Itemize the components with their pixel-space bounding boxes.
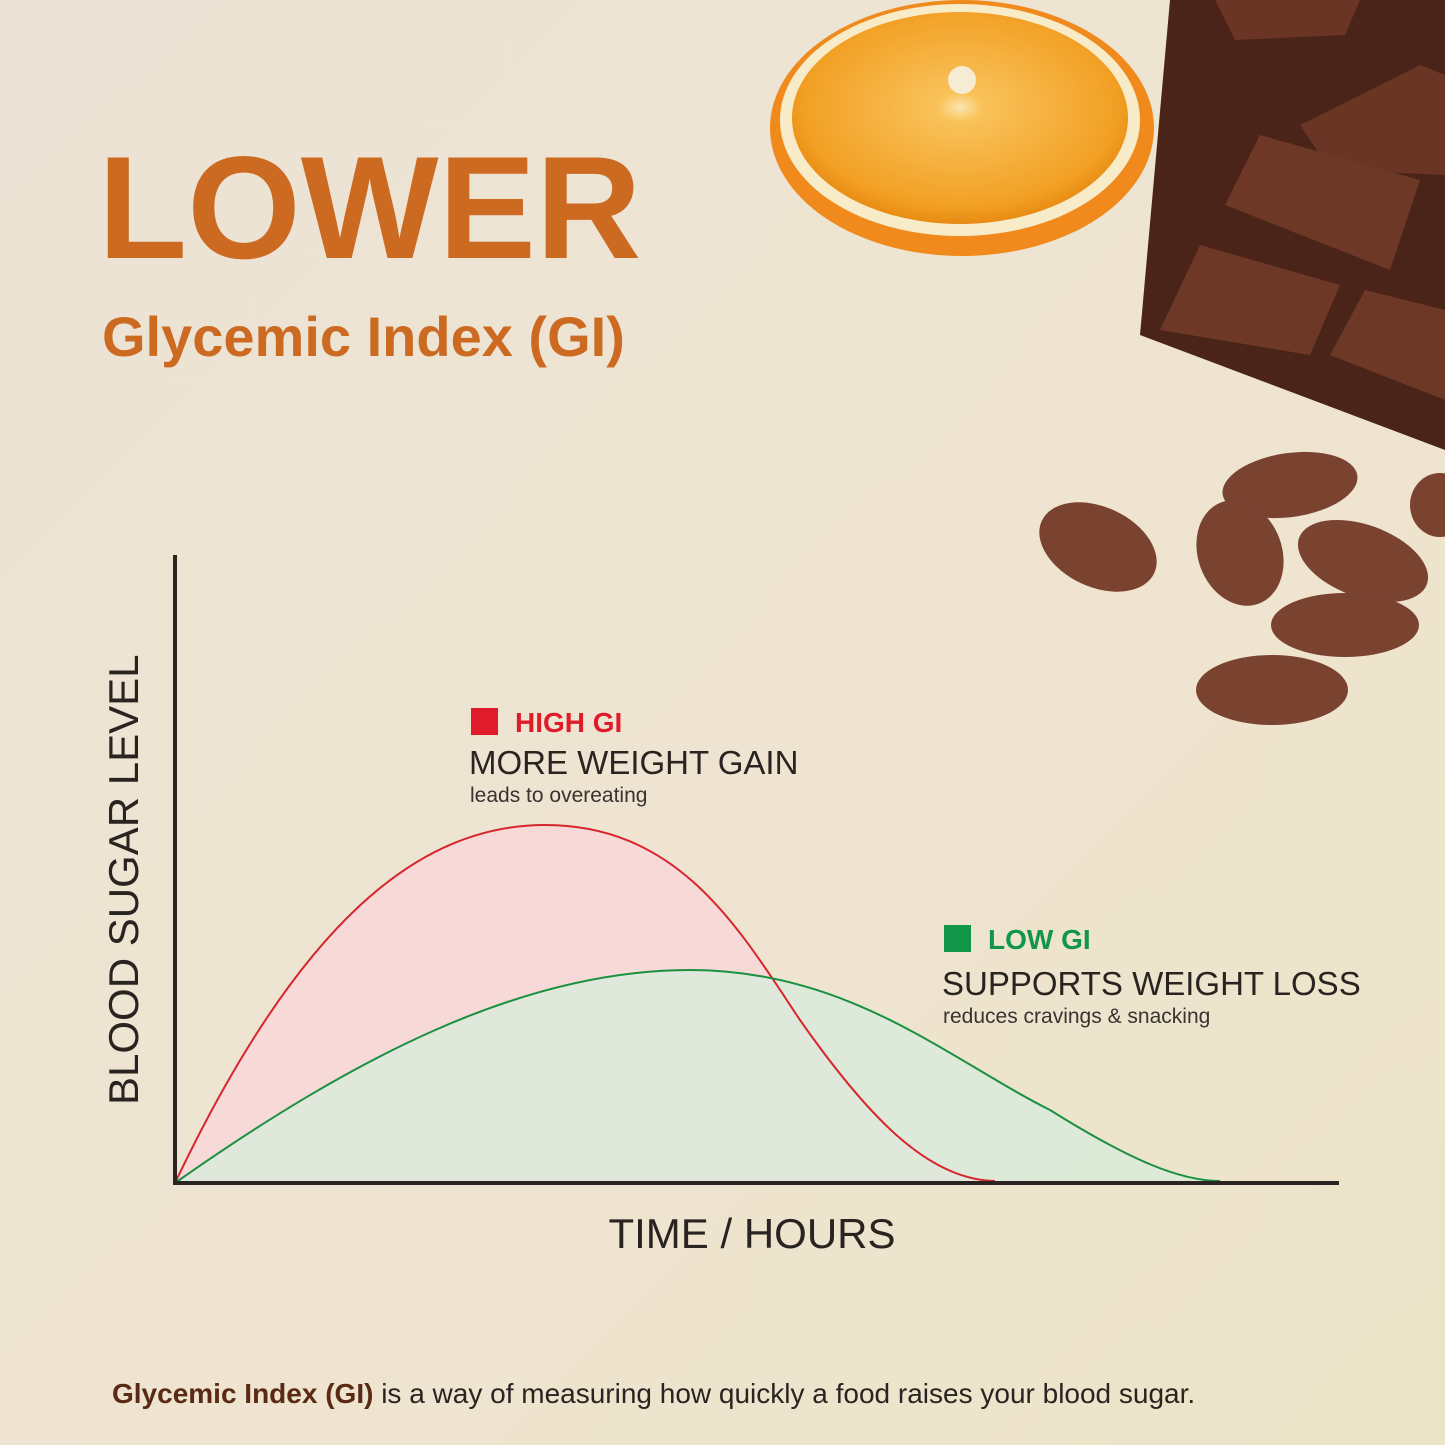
high-gi-note: leads to overeating: [470, 784, 647, 807]
footer: Glycemic Index (GI) is a way of measurin…: [112, 1378, 1195, 1409]
low-gi-area: [175, 970, 1220, 1183]
low-gi-note: reduces cravings & snacking: [943, 1005, 1210, 1028]
footer-term: Glycemic Index (GI): [112, 1378, 373, 1409]
footer-text: is a way of measuring how quickly a food…: [373, 1378, 1195, 1409]
low-gi-label: LOW GI: [988, 924, 1091, 955]
high-gi-heading: MORE WEIGHT GAIN: [469, 744, 798, 781]
title: LOWER: [98, 126, 641, 289]
y-axis-label: BLOOD SUGAR LEVEL: [100, 655, 147, 1106]
high-gi-label: HIGH GI: [515, 707, 622, 738]
cocoa-beans: [1039, 451, 1445, 725]
x-axis-label: TIME / HOURS: [608, 1210, 895, 1257]
chocolate-bar: [1140, 0, 1445, 450]
low-gi-swatch: [944, 925, 971, 952]
high-gi-curve: [174, 823, 996, 1184]
low-gi-curve: [174, 968, 1221, 1184]
low-gi-heading: SUPPORTS WEIGHT LOSS: [942, 965, 1361, 1002]
high-gi-swatch: [471, 708, 498, 735]
orange-slice: [770, 0, 1154, 256]
subtitle: Glycemic Index (GI): [102, 305, 625, 368]
